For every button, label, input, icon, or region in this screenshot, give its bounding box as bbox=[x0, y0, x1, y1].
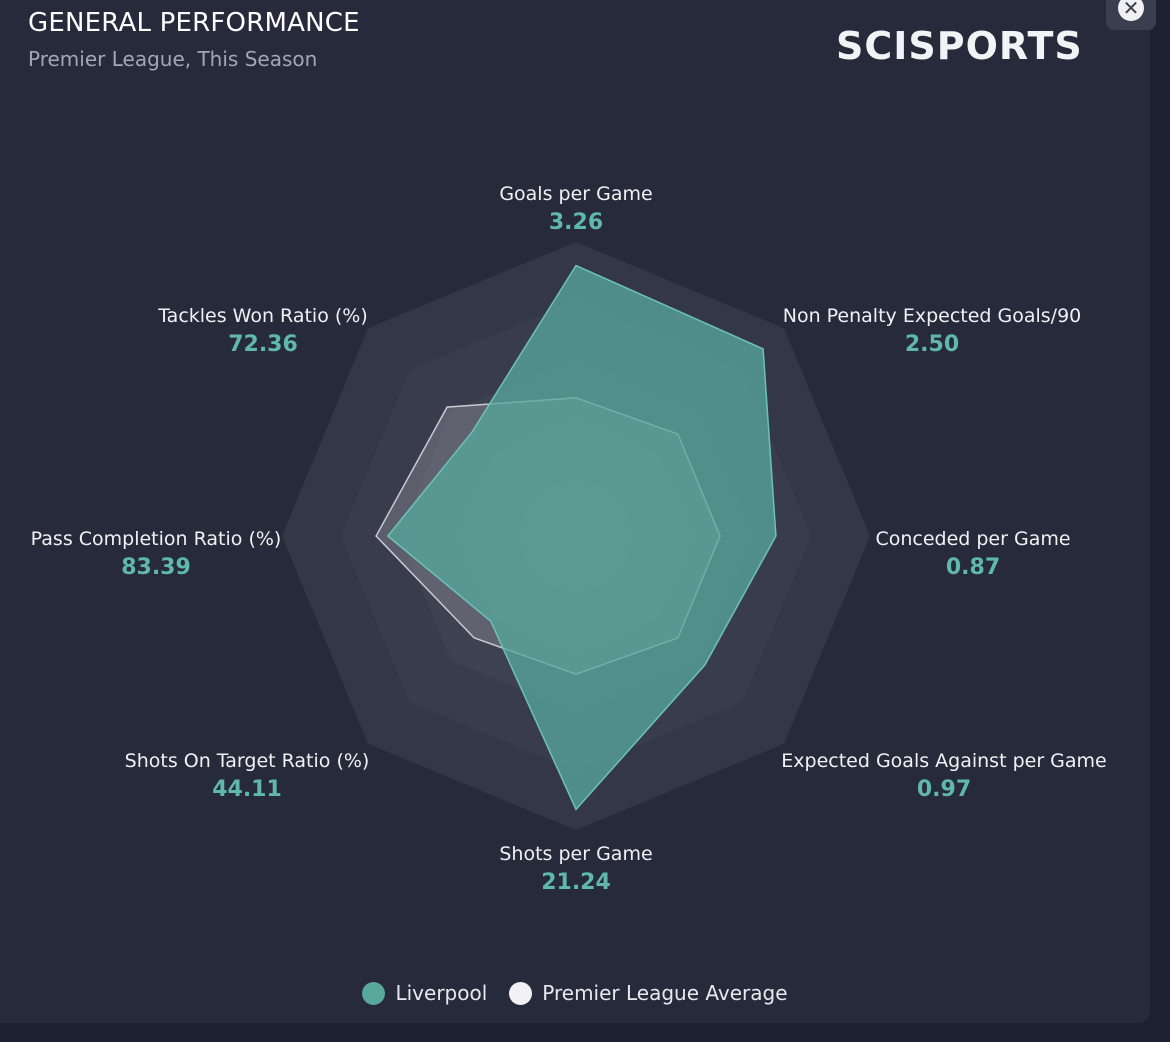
legend-label-average: Premier League Average bbox=[542, 981, 788, 1005]
axis-value: 3.26 bbox=[549, 210, 603, 235]
legend-swatch-liverpool bbox=[362, 981, 386, 1005]
axis-value: 83.39 bbox=[121, 555, 191, 580]
axis-value: 0.87 bbox=[946, 555, 1000, 580]
legend-swatch-average bbox=[509, 981, 533, 1005]
legend-item-average[interactable]: Premier League Average bbox=[509, 981, 788, 1005]
series-area-liverpool[interactable] bbox=[386, 264, 777, 811]
axis-label: Pass Completion Ratio (%) bbox=[31, 528, 282, 550]
axis-value: 0.97 bbox=[917, 777, 971, 802]
brand-logo: SCISPORTS bbox=[836, 24, 1083, 68]
axis-label: Shots On Target Ratio (%) bbox=[125, 750, 370, 772]
axis-label: Shots per Game bbox=[499, 843, 652, 865]
close-button[interactable]: ✕ bbox=[1106, 0, 1156, 30]
chart-legend: Liverpool Premier League Average bbox=[0, 981, 1150, 1005]
axis-value: 21.24 bbox=[541, 870, 611, 895]
axis-label: Conceded per Game bbox=[875, 528, 1070, 550]
page-title: GENERAL PERFORMANCE bbox=[28, 8, 360, 38]
radar-labels: Goals per Game 3.26 Non Penalty Expected G… bbox=[31, 183, 1107, 895]
axis-label: Expected Goals Against per Game bbox=[781, 750, 1106, 772]
radar-series bbox=[375, 264, 777, 811]
axis-value: 2.50 bbox=[905, 332, 959, 357]
page-subtitle: Premier League, This Season bbox=[28, 47, 318, 71]
axis-label: Goals per Game bbox=[499, 183, 652, 205]
axis-value: 72.36 bbox=[228, 332, 298, 357]
axis-label: Tackles Won Ratio (%) bbox=[157, 305, 368, 327]
close-icon: ✕ bbox=[1118, 0, 1144, 21]
legend-label-liverpool: Liverpool bbox=[395, 981, 488, 1005]
axis-label: Non Penalty Expected Goals/90 bbox=[783, 305, 1082, 327]
axis-value: 44.11 bbox=[212, 777, 282, 802]
legend-item-liverpool[interactable]: Liverpool bbox=[362, 981, 487, 1005]
